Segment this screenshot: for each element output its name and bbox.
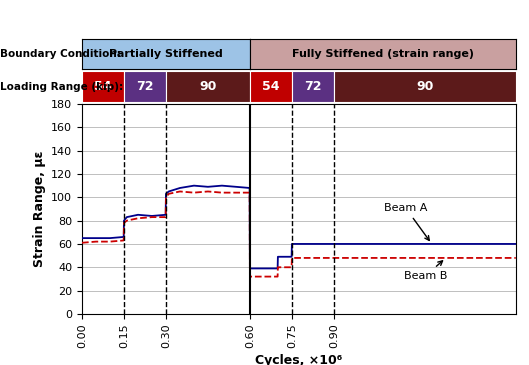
Text: Fully Stiffened (strain range): Fully Stiffened (strain range) (292, 49, 474, 59)
Text: 54: 54 (94, 80, 112, 93)
X-axis label: Cycles, ×10⁶: Cycles, ×10⁶ (256, 354, 342, 365)
Text: 90: 90 (416, 80, 433, 93)
Text: 90: 90 (199, 80, 216, 93)
Text: Partially Stiffened: Partially Stiffened (109, 49, 223, 59)
Text: Beam B: Beam B (404, 261, 447, 281)
Text: Beam A: Beam A (384, 203, 429, 241)
Text: Boundary Condition:: Boundary Condition: (0, 49, 121, 59)
Y-axis label: Strain Range, με: Strain Range, με (33, 151, 45, 267)
Text: Loading Range (kip):: Loading Range (kip): (0, 82, 123, 92)
Text: 72: 72 (136, 80, 154, 93)
Text: 72: 72 (304, 80, 322, 93)
Text: 54: 54 (262, 80, 280, 93)
